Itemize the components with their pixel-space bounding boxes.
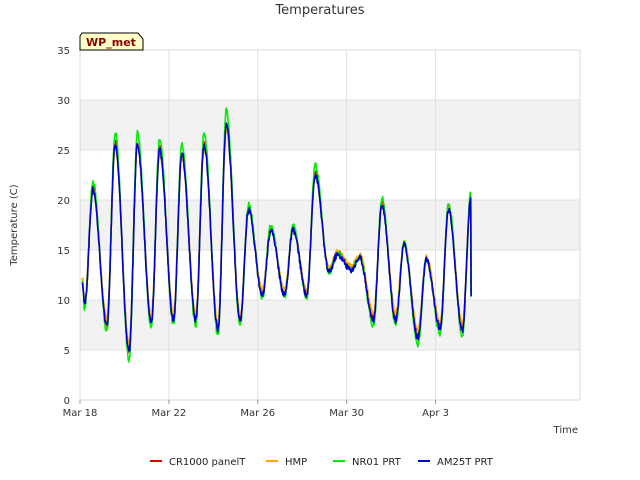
x-tick-label: Mar 26 [240, 408, 275, 419]
y-tick-labels: 0 5 10 15 20 25 30 35 [57, 46, 70, 407]
legend-label: HMP [285, 457, 307, 468]
y-tick-label: 0 [64, 396, 70, 407]
badge-box [79, 32, 144, 51]
x-axis-title: Time [553, 425, 578, 436]
x-tick-label: Apr 3 [422, 408, 449, 419]
axes [79, 49, 581, 401]
plot-band [80, 300, 580, 350]
y-tick-label: 25 [57, 146, 70, 157]
series-group [81, 107, 472, 363]
y-axis-title: Temperature (C) [9, 184, 20, 266]
y-tick-label: 20 [57, 196, 70, 207]
x-tick-label: Mar 18 [63, 408, 98, 419]
plot-background [80, 50, 580, 400]
y-tick-label: 5 [64, 346, 70, 357]
station-badge: WP_met [79, 32, 144, 51]
x-tick-label: Mar 22 [151, 408, 186, 419]
y-tick-label: 15 [57, 246, 70, 257]
plot-band [80, 100, 580, 150]
legend-label: CR1000 panelT [169, 457, 246, 468]
legend: CR1000 panelT HMP NR01 PRT AM25T PRT [150, 457, 494, 468]
badge-label: WP_met [86, 36, 136, 49]
x-tick-labels: Mar 18 Mar 22 Mar 26 Mar 30 Apr 3 [63, 400, 449, 419]
legend-label: NR01 PRT [352, 457, 402, 468]
plot-frame [79, 49, 581, 401]
y-tick-label: 10 [57, 296, 70, 307]
legend-label: AM25T PRT [437, 457, 494, 468]
chart-title: Temperatures [274, 3, 364, 18]
y-tick-label: 35 [57, 46, 70, 57]
y-tick-label: 30 [57, 96, 70, 107]
x-tick-label: Mar 30 [329, 408, 364, 419]
series-line [81, 122, 472, 352]
plot-band [80, 200, 580, 250]
